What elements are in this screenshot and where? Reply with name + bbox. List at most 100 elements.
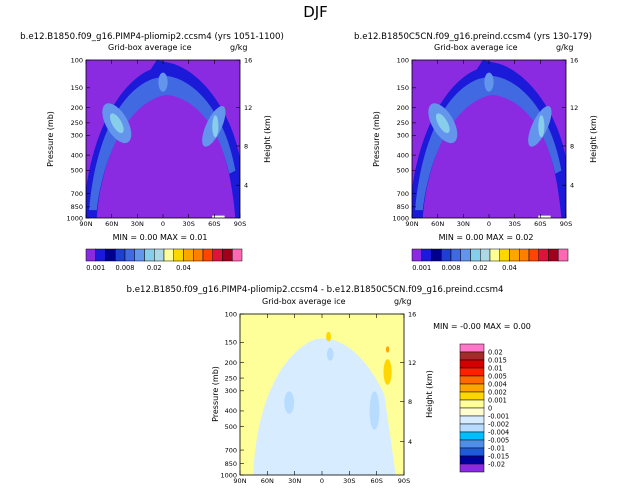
min-max-readout: MIN = 0.00 MAX = 0.02	[439, 233, 534, 242]
y-tick-label: 400	[397, 151, 409, 159]
max-value: 0.01	[190, 233, 208, 242]
x-tick-label: 30S	[343, 477, 355, 485]
y-tick-label: 700	[397, 190, 409, 198]
colorbar-swatch	[459, 423, 485, 433]
units-label: g/kg	[556, 43, 573, 52]
y-tick-label: 850	[71, 203, 83, 211]
colorbar-swatch	[558, 248, 569, 262]
colorbar-swatch	[489, 248, 500, 262]
colorbar-swatch	[459, 375, 485, 385]
panels: 90N 60N 30N 0 30S 60S 90S100150200250300400500…	[20, 32, 598, 485]
colorbar-label: 0.04	[502, 264, 517, 272]
max-value: 0.00	[513, 322, 531, 331]
x-tick-label: 30S	[182, 220, 194, 228]
colorbar-label: 0.008	[116, 264, 135, 272]
x-tick-label: 90N	[233, 477, 246, 485]
colorbar-swatch	[459, 343, 485, 353]
colorbar-swatch	[459, 447, 485, 457]
colorbar-swatch	[173, 248, 184, 262]
colorbar-swatch	[459, 463, 485, 473]
colorbar-swatch	[431, 248, 442, 262]
x-tick-label: 60S	[208, 220, 220, 228]
colorbar-label: -0.005	[488, 436, 509, 444]
colorbar-swatch	[459, 399, 485, 409]
colorbar-label: -0.015	[488, 452, 509, 460]
units-label: g/kg	[230, 43, 247, 52]
y-tick-label: 300	[71, 132, 83, 140]
height-tick-label: 8	[408, 398, 412, 406]
colorbar-label: -0.004	[488, 428, 509, 436]
y-tick-label: 700	[225, 446, 237, 454]
x-tick-label: 0	[161, 220, 165, 228]
colorbar-swatch	[85, 248, 96, 262]
x-tick-label: 90S	[234, 220, 246, 228]
height-tick-label: 16	[570, 56, 578, 64]
height-tick-label: 4	[408, 438, 412, 446]
colorbar-swatch	[459, 431, 485, 441]
x-tick-label: 60N	[105, 220, 118, 228]
x-tick-label: 60N	[431, 220, 444, 228]
colorbar-label: -0.01	[488, 444, 505, 452]
y-tick-label: 300	[397, 132, 409, 140]
panel-title: b.e12.B1850C5CN.f09_g16.preind.ccsm4 (yr…	[354, 32, 592, 42]
panel-title: b.e12.B1850.f09_g16.PIMP4-pliomip2.ccsm4…	[127, 285, 504, 295]
y-axis-label: Pressure (mb)	[372, 111, 381, 167]
colorbar-swatch	[460, 248, 471, 262]
y-tick-label: 700	[71, 190, 83, 198]
colorbar-swatch	[499, 248, 510, 262]
height-tick-label: 12	[570, 104, 578, 112]
colorbar-swatch	[411, 248, 422, 262]
diff-neg-patch-2	[369, 391, 380, 430]
min-label: MIN =	[433, 322, 460, 331]
ice-core-sh	[538, 115, 545, 138]
x-tick-label: 90N	[79, 220, 92, 228]
x-tick-label: 60S	[534, 220, 546, 228]
x-tick-label: 60N	[261, 477, 274, 485]
colorbar-swatch	[222, 248, 233, 262]
x-tick-label: 90S	[398, 477, 410, 485]
colorbar-panel-2: 0.001 0.008 0.02 0.04	[411, 248, 569, 272]
colorbar-swatch	[441, 248, 452, 262]
colorbar-label: 0.002	[488, 388, 507, 396]
y-axis-label: Pressure (mb)	[211, 366, 220, 422]
colorbar-swatch	[480, 248, 491, 262]
y-tick-label: 850	[225, 460, 237, 468]
colorbar-swatch	[459, 415, 485, 425]
y-tick-label: 400	[225, 407, 237, 415]
y-tick-label: 250	[71, 119, 83, 127]
y-tick-label: 250	[225, 374, 237, 382]
colorbar-swatch	[144, 248, 155, 262]
colorbar-swatch	[459, 383, 485, 393]
ice-core-nh	[435, 113, 450, 134]
y-tick-label: 500	[71, 167, 83, 175]
units-label: g/kg	[394, 297, 411, 306]
x-tick-label: 30N	[131, 220, 144, 228]
x-tick-label: 60S	[370, 477, 382, 485]
ice-max-tropics	[158, 72, 168, 92]
colorbar-label: -0.001	[488, 412, 509, 420]
colorbar-swatch	[154, 248, 165, 262]
panel-3: 90N 60N 30N 0 30S 60S 90S 100 150 200 250 300 400 500…	[127, 285, 531, 485]
panel-3-field	[240, 314, 404, 475]
ice-contour-mid	[415, 75, 562, 211]
height-tick-label: 8	[244, 142, 248, 150]
ice-contour-mid	[89, 75, 236, 211]
missing-data-patch	[212, 215, 225, 218]
height-tick-label: 8	[570, 142, 574, 150]
colorbar-swatch	[115, 248, 126, 262]
colorbar-swatch	[183, 248, 194, 262]
figure-title: DJF	[303, 3, 328, 21]
colorbar-swatch	[470, 248, 481, 262]
x-tick-label: 0	[487, 220, 491, 228]
y-axis-label-right: Height (km)	[589, 115, 598, 163]
diff-pos-patch-3	[385, 346, 390, 353]
x-tick-label: 30N	[457, 220, 470, 228]
colorbars: 0.001 0.008 0.02 0.04 0.001 0.008 0.02 0.040.02…	[85, 248, 569, 473]
diff-pos-patch-1	[383, 359, 392, 385]
colorbar-swatch	[202, 248, 213, 262]
diff-neg-patch-1	[284, 391, 295, 414]
colorbar-label: 0.015	[488, 356, 507, 364]
colorbar-swatch	[193, 248, 204, 262]
colorbar-swatch	[519, 248, 530, 262]
